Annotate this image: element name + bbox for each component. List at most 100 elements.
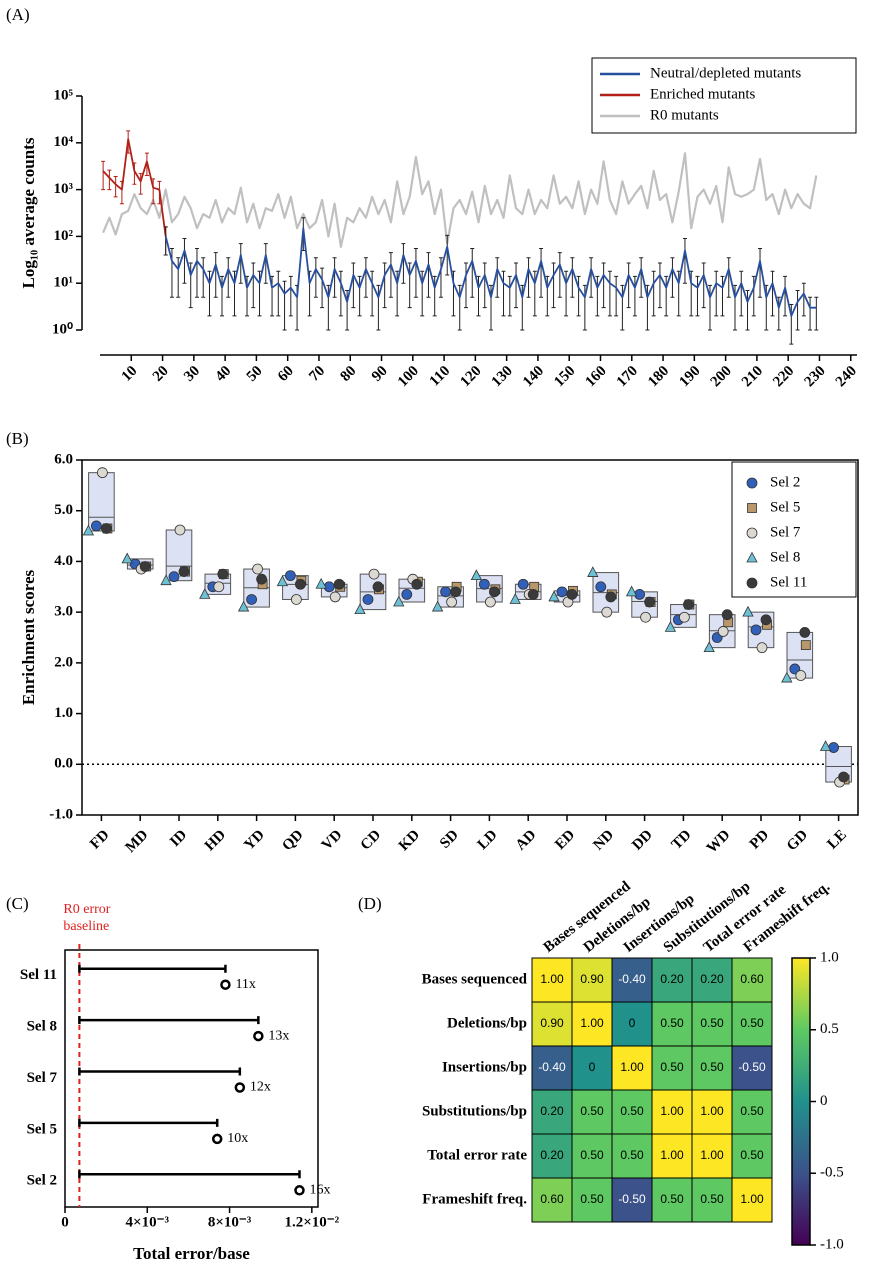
plot-frame	[64, 949, 319, 1208]
heatmap-cell	[731, 1045, 773, 1091]
range-line	[78, 964, 227, 973]
error-bar	[201, 257, 206, 298]
error-bar	[257, 270, 262, 317]
error-bar	[470, 248, 475, 298]
x-tick-label: 230	[801, 363, 828, 390]
point	[101, 523, 112, 534]
point	[168, 571, 180, 583]
x-tick-label: 210	[739, 363, 766, 390]
error-bar	[570, 257, 575, 298]
point	[781, 671, 793, 683]
y-tick-label: 2.0	[54, 654, 73, 670]
error-bar	[682, 238, 687, 284]
heatmap-cell	[731, 1089, 773, 1135]
cell-label: 1.00	[580, 1016, 604, 1030]
error-bar	[526, 257, 531, 298]
point	[411, 578, 423, 590]
heatmap-cell	[651, 1045, 693, 1091]
point	[333, 578, 345, 590]
error-bar	[219, 275, 224, 317]
y-tick-label: 10²	[54, 228, 74, 244]
x-tick-label: 140	[520, 363, 547, 390]
cell-label: 1.00	[540, 972, 564, 986]
error-bar	[438, 257, 443, 298]
point	[509, 593, 521, 604]
y-axis-label: Enrichment scores	[19, 570, 38, 706]
point	[315, 577, 327, 589]
reference-label: R0 error	[63, 902, 110, 917]
x-tick-label: 70	[306, 363, 328, 385]
point	[750, 624, 762, 636]
error-bar	[169, 248, 174, 298]
error-bar	[482, 262, 487, 309]
point	[121, 552, 133, 564]
y-tick-label: 4.0	[54, 553, 73, 569]
cell-label: 1.00	[660, 1104, 684, 1118]
error-bar	[357, 275, 362, 317]
point	[211, 1133, 223, 1145]
error-bar	[282, 280, 287, 331]
point	[97, 467, 108, 479]
error-bar	[645, 284, 650, 331]
heatmap-cell	[531, 1045, 573, 1091]
x-tick-label: 8×10⁻³	[208, 1214, 252, 1230]
heatmap-cell	[531, 1001, 573, 1047]
point	[605, 591, 617, 603]
y-tick-label: 6.0	[54, 451, 73, 467]
point	[393, 595, 405, 607]
point	[246, 594, 258, 605]
x-tick-label: 180	[645, 363, 672, 390]
error-bar	[457, 284, 462, 331]
point	[819, 740, 832, 751]
error-bar	[345, 289, 350, 331]
point	[683, 599, 694, 610]
range-line	[78, 1067, 242, 1076]
error-bar	[176, 257, 181, 298]
cell-label: 0.50	[700, 1192, 724, 1206]
point	[450, 586, 462, 598]
y-axis-label: Log₁₀ average counts	[19, 137, 38, 288]
legend-label: Sel 5	[770, 499, 800, 515]
error-bar	[614, 275, 619, 317]
point	[329, 591, 341, 603]
x-tick-label: DD	[629, 827, 656, 854]
point	[178, 566, 190, 577]
error-bar	[751, 275, 756, 317]
error-bar	[795, 289, 800, 331]
error-bar	[382, 262, 387, 309]
heatmap-cell	[531, 1089, 573, 1135]
error-bar	[783, 275, 788, 317]
x-tick-label: VD	[319, 827, 346, 854]
error-bar	[476, 275, 481, 317]
error-bar	[557, 252, 562, 298]
error-bar	[138, 173, 143, 195]
cell-label: 0.60	[540, 1192, 564, 1206]
y-tick-label: Sel 8	[27, 1019, 57, 1035]
point	[217, 568, 229, 580]
series-line	[102, 152, 818, 248]
error-bar	[420, 270, 425, 317]
heatmap-cell	[651, 1177, 693, 1223]
error-bar	[182, 238, 187, 284]
x-tick-label: 0	[61, 1214, 69, 1230]
point	[256, 573, 268, 585]
error-bar	[313, 257, 318, 298]
legend-marker	[747, 503, 757, 513]
legend-label: Sel 11	[770, 574, 807, 590]
panel-label: (A)	[6, 5, 30, 24]
point	[795, 670, 807, 681]
error-bar	[714, 270, 719, 317]
x-tick-label: ND	[590, 827, 617, 854]
error-bar	[376, 284, 381, 331]
heatmap-cell	[691, 1177, 733, 1223]
heatmap-cell	[731, 1133, 773, 1179]
error-bar	[601, 262, 606, 309]
heatmap-cell	[531, 1133, 573, 1179]
point	[372, 581, 384, 593]
error-bar	[726, 257, 731, 298]
heatmap-cell	[571, 1177, 613, 1223]
cell-label: 1.00	[620, 1060, 644, 1074]
cell-label: 0	[629, 1016, 636, 1030]
cell-label: 0.50	[620, 1104, 644, 1118]
